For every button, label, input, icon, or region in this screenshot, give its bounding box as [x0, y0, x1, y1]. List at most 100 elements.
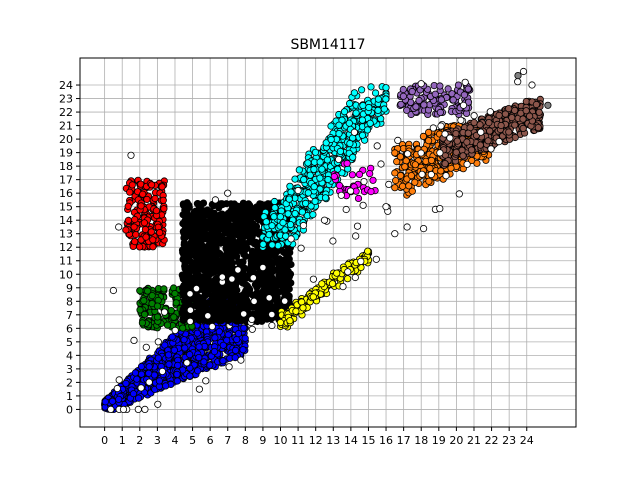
- data-point: [532, 100, 541, 109]
- data-point: [446, 134, 454, 142]
- data-point: [345, 99, 354, 108]
- data-point: [514, 72, 522, 80]
- data-point: [200, 358, 208, 366]
- data-point: [345, 119, 353, 127]
- y-tick-label: 23: [59, 93, 73, 106]
- data-point: [323, 156, 331, 164]
- data-point: [197, 253, 205, 262]
- data-point: [227, 315, 235, 323]
- data-point: [274, 242, 282, 250]
- data-point: [142, 343, 150, 351]
- x-tick-label: 3: [154, 434, 161, 447]
- x-tick-label: 5: [189, 434, 196, 447]
- data-point: [285, 247, 293, 255]
- data-point: [369, 176, 377, 184]
- x-tick-label: 1: [119, 434, 126, 447]
- data-point: [257, 270, 265, 278]
- data-point: [291, 175, 299, 183]
- data-point: [206, 241, 214, 249]
- data-point: [248, 315, 256, 323]
- data-point: [136, 243, 144, 251]
- data-point: [426, 164, 434, 172]
- data-point: [132, 231, 140, 239]
- data-point: [359, 201, 367, 209]
- data-point: [372, 255, 380, 263]
- data-point: [391, 177, 400, 185]
- y-tick-label: 1: [66, 390, 73, 403]
- data-point: [295, 166, 303, 174]
- x-tick-label: 20: [449, 434, 463, 447]
- data-point: [380, 105, 388, 113]
- x-tick-label: 17: [397, 434, 411, 447]
- data-point: [194, 210, 202, 218]
- data-point: [181, 206, 189, 214]
- x-tick-label: 12: [309, 434, 323, 447]
- data-point: [137, 384, 145, 392]
- y-tick-label: 8: [66, 295, 73, 308]
- y-tick-label: 4: [66, 349, 73, 362]
- data-point: [113, 384, 121, 393]
- data-point: [248, 325, 256, 333]
- data-point: [349, 153, 357, 161]
- data-point: [219, 357, 227, 365]
- data-point: [320, 216, 329, 224]
- data-point: [181, 344, 189, 352]
- data-point: [382, 95, 390, 103]
- data-point: [436, 82, 444, 90]
- data-point: [259, 263, 267, 272]
- data-point: [193, 275, 201, 283]
- data-point: [143, 195, 151, 203]
- data-point: [142, 233, 150, 241]
- data-point: [396, 153, 404, 161]
- data-point: [229, 236, 237, 244]
- data-point: [204, 312, 212, 320]
- data-point: [425, 177, 433, 185]
- data-point: [544, 101, 552, 109]
- data-point: [424, 137, 433, 145]
- data-point: [208, 234, 217, 242]
- data-point: [109, 286, 118, 295]
- data-point: [136, 287, 144, 295]
- data-point: [310, 165, 318, 173]
- data-point: [195, 385, 203, 393]
- data-point: [228, 275, 236, 283]
- data-point: [382, 84, 390, 92]
- data-point: [442, 172, 450, 180]
- data-points: [101, 67, 552, 413]
- x-tick-label: 23: [502, 434, 516, 447]
- data-point: [195, 353, 203, 362]
- data-point: [186, 317, 194, 325]
- data-point: [186, 306, 194, 314]
- data-point: [436, 149, 444, 157]
- data-point: [452, 130, 460, 138]
- data-point: [249, 248, 257, 257]
- data-point: [459, 152, 467, 160]
- data-point: [394, 136, 402, 144]
- data-point: [464, 129, 472, 137]
- data-point: [149, 243, 157, 251]
- data-point: [224, 189, 232, 197]
- data-point: [495, 138, 503, 146]
- data-point: [328, 280, 337, 288]
- x-tick-label: 19: [432, 434, 446, 447]
- data-point: [214, 249, 222, 257]
- data-point: [337, 191, 345, 199]
- data-point: [232, 346, 240, 354]
- data-point: [151, 194, 159, 203]
- data-point: [271, 252, 279, 260]
- y-tick-label: 10: [59, 268, 73, 281]
- data-point: [309, 275, 317, 283]
- y-tick-label: 6: [66, 322, 73, 335]
- data-point: [108, 397, 117, 405]
- data-point: [215, 327, 223, 336]
- data-point: [408, 187, 416, 195]
- data-point: [180, 220, 188, 228]
- x-axis-ticks: 0 1 2 3 4 5 6 7 8 9 10 11 12 13 14 15 16 17 18 19 20 21 22 23 24: [101, 427, 534, 447]
- data-point: [460, 91, 468, 99]
- data-point: [131, 238, 139, 246]
- y-tick-label: 9: [66, 282, 73, 295]
- data-point: [262, 277, 270, 286]
- data-point: [318, 165, 326, 173]
- data-point: [137, 370, 146, 378]
- data-point: [417, 149, 425, 157]
